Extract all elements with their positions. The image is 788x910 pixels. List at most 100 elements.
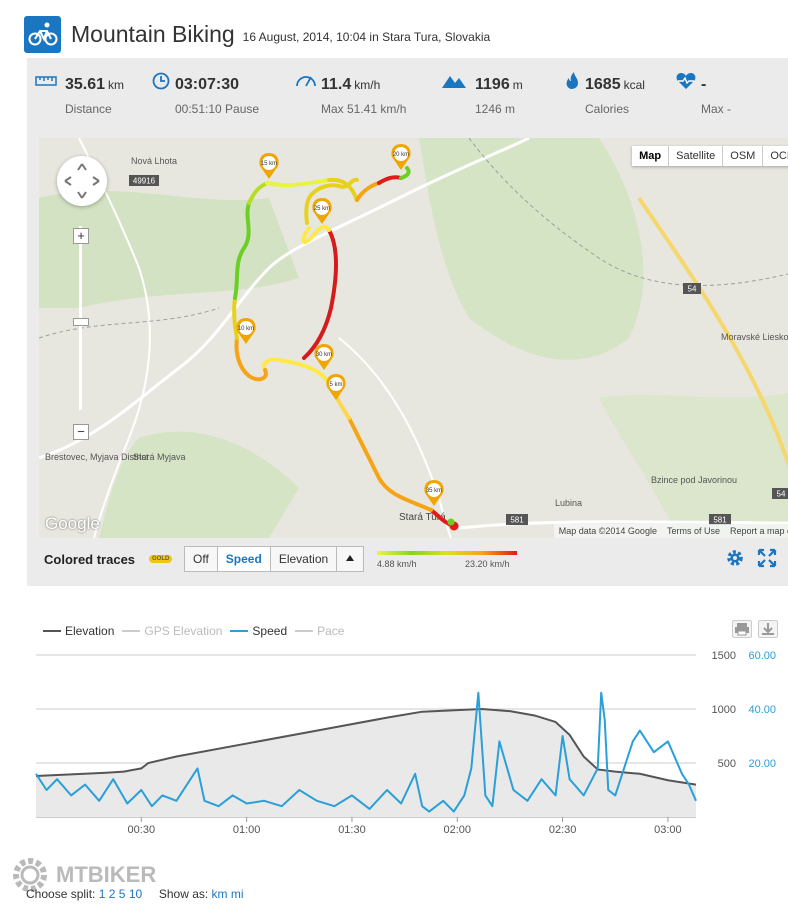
legend-swatch — [230, 630, 249, 632]
map-data-credit: Map data ©2014 Google — [558, 526, 657, 536]
stat-unit: kcal — [623, 78, 645, 92]
x-tick-label: 00:30 — [128, 824, 156, 836]
map-place-label: Moravské Lieskové — [721, 332, 788, 342]
map-forest — [419, 138, 644, 360]
trace-off-button[interactable]: Off — [193, 552, 209, 566]
km-marker-label: 15 km — [261, 161, 277, 167]
zoom-in-button[interactable]: + — [73, 228, 89, 244]
unit-option-km[interactable]: km — [211, 887, 228, 901]
legend-item-pace[interactable]: Pace — [295, 624, 344, 638]
stat-value: 1196 — [475, 76, 510, 93]
road-number: 54 — [777, 490, 786, 499]
map-border — [39, 307, 220, 339]
stat-value: - — [701, 76, 707, 93]
map-type-map[interactable]: Map — [639, 150, 662, 162]
split-option[interactable]: 2 — [108, 887, 116, 901]
brand-name: MTBIKER — [56, 862, 157, 887]
stat-value: 35.61 — [65, 76, 106, 93]
km-marker-label: 20 km — [393, 152, 409, 158]
print-button[interactable] — [732, 620, 752, 638]
pan-control[interactable] — [57, 156, 107, 206]
page-title: Mountain Biking — [71, 20, 235, 47]
km-marker[interactable]: 10 km — [236, 318, 256, 344]
print-icon — [735, 623, 749, 636]
legend-item-elevation[interactable]: Elevation — [43, 624, 114, 638]
report-error-link[interactable]: Report a map error — [729, 526, 788, 536]
split-label: Choose split: — [26, 887, 96, 901]
mtbiker-logo: MTBIKER — [10, 855, 156, 895]
map-zoom-controls: + − — [57, 156, 107, 440]
map-canvas[interactable]: Nová Lhota Brestovec, Myjava District St… — [39, 138, 788, 538]
bike-icon — [24, 15, 61, 53]
elevation-line — [35, 707, 697, 786]
show-as-label: Show as: — [158, 887, 209, 901]
zoom-slider-handle[interactable] — [73, 318, 89, 326]
map-type-satellite[interactable]: Satellite — [668, 146, 722, 166]
elevation-speed-chart[interactable]: 1500 1000 500 60.00 40.00 20.00 00:30 01:00 01:3… — [0, 640, 788, 840]
map-attribution: Map data ©2014 Google Terms of Use Repor… — [553, 524, 788, 538]
km-marker[interactable]: 30 km — [314, 344, 334, 370]
stat-label: Calories — [585, 102, 630, 116]
km-marker-label: 30 km — [316, 352, 332, 358]
map-border — [468, 138, 788, 286]
map-place-label: Stará Turá — [399, 512, 446, 523]
stat-label: 1246 m — [475, 102, 516, 116]
x-tick-label: 02:30 — [549, 824, 577, 836]
km-marker[interactable]: 5 km — [326, 374, 346, 400]
legend-item-speed[interactable]: Speed — [230, 624, 287, 638]
mountain-icon — [442, 76, 466, 88]
triangle-up-icon — [346, 555, 355, 561]
route-map[interactable]: Nová Lhota Brestovec, Myjava District St… — [39, 138, 788, 538]
stat-label: 00:51:10 Pause — [175, 102, 260, 116]
split-option[interactable]: 1 — [98, 887, 106, 901]
x-tick-label: 03:00 — [654, 824, 682, 836]
trace-speed-button[interactable]: Speed — [216, 547, 270, 571]
route-start-marker — [447, 518, 455, 526]
download-button[interactable] — [758, 620, 778, 638]
unit-option-mi[interactable]: mi — [230, 887, 244, 901]
y-right-tick-label: 20.00 — [748, 758, 776, 770]
colored-traces-label: Colored traces — [44, 552, 136, 567]
gear-icon[interactable] — [725, 548, 745, 568]
legend-item-gps-elevation[interactable]: GPS Elevation — [122, 624, 222, 638]
km-marker[interactable]: 25 km — [312, 198, 332, 224]
map-forest — [39, 190, 299, 308]
trace-mode-toggle: Off Speed Elevation — [184, 546, 365, 572]
flame-icon — [566, 72, 578, 89]
road-shield — [683, 283, 701, 294]
map-type-osm[interactable]: OSM — [722, 146, 762, 166]
road-shield — [129, 175, 159, 186]
stat-unit: m — [512, 78, 523, 92]
speed-line — [35, 691, 697, 813]
zoom-out-button[interactable]: − — [73, 424, 89, 440]
gold-badge: GOLD — [149, 555, 173, 563]
stat-unit: km/h — [354, 78, 381, 92]
terms-link[interactable]: Terms of Use — [666, 526, 720, 536]
map-type-ocm[interactable]: OCM — [762, 146, 788, 166]
x-tick-label: 01:00 — [233, 824, 261, 836]
x-tick-label: 01:30 — [338, 824, 366, 836]
y-right-tick-label: 40.00 — [748, 704, 776, 716]
km-marker[interactable]: 20 km — [391, 144, 411, 170]
stats-bar: 35.61 km Distance 03:07:30 00:51:10 Pause… — [27, 58, 788, 136]
km-marker[interactable]: 35 km — [424, 480, 444, 506]
y-left-tick-label: 500 — [718, 758, 736, 770]
split-option[interactable]: 5 — [118, 887, 126, 901]
elevation-area — [36, 709, 696, 817]
road-number: 49916 — [133, 177, 156, 186]
fullscreen-icon[interactable] — [757, 548, 777, 568]
pan-arrows-icon — [64, 163, 100, 199]
stat-unit: km — [108, 78, 125, 92]
km-marker[interactable]: 15 km — [259, 153, 279, 179]
collapse-button[interactable] — [336, 547, 363, 571]
chart-tools — [726, 620, 778, 638]
chart-legend: Elevation GPS Elevation Speed Pace — [43, 624, 352, 638]
activity-datetime: 16 August, 2014, 10:04 in Stara Tura, Sl… — [242, 30, 491, 44]
split-option[interactable]: 10 — [128, 887, 143, 901]
map-type-switcher: Map Satellite OSM OCM — [632, 146, 788, 166]
km-marker-label: 35 km — [426, 488, 442, 494]
legend-swatch — [295, 630, 314, 632]
trace-elevation-button[interactable]: Elevation — [269, 547, 336, 571]
legend-label: Speed — [252, 624, 288, 638]
road-shield — [506, 514, 528, 525]
